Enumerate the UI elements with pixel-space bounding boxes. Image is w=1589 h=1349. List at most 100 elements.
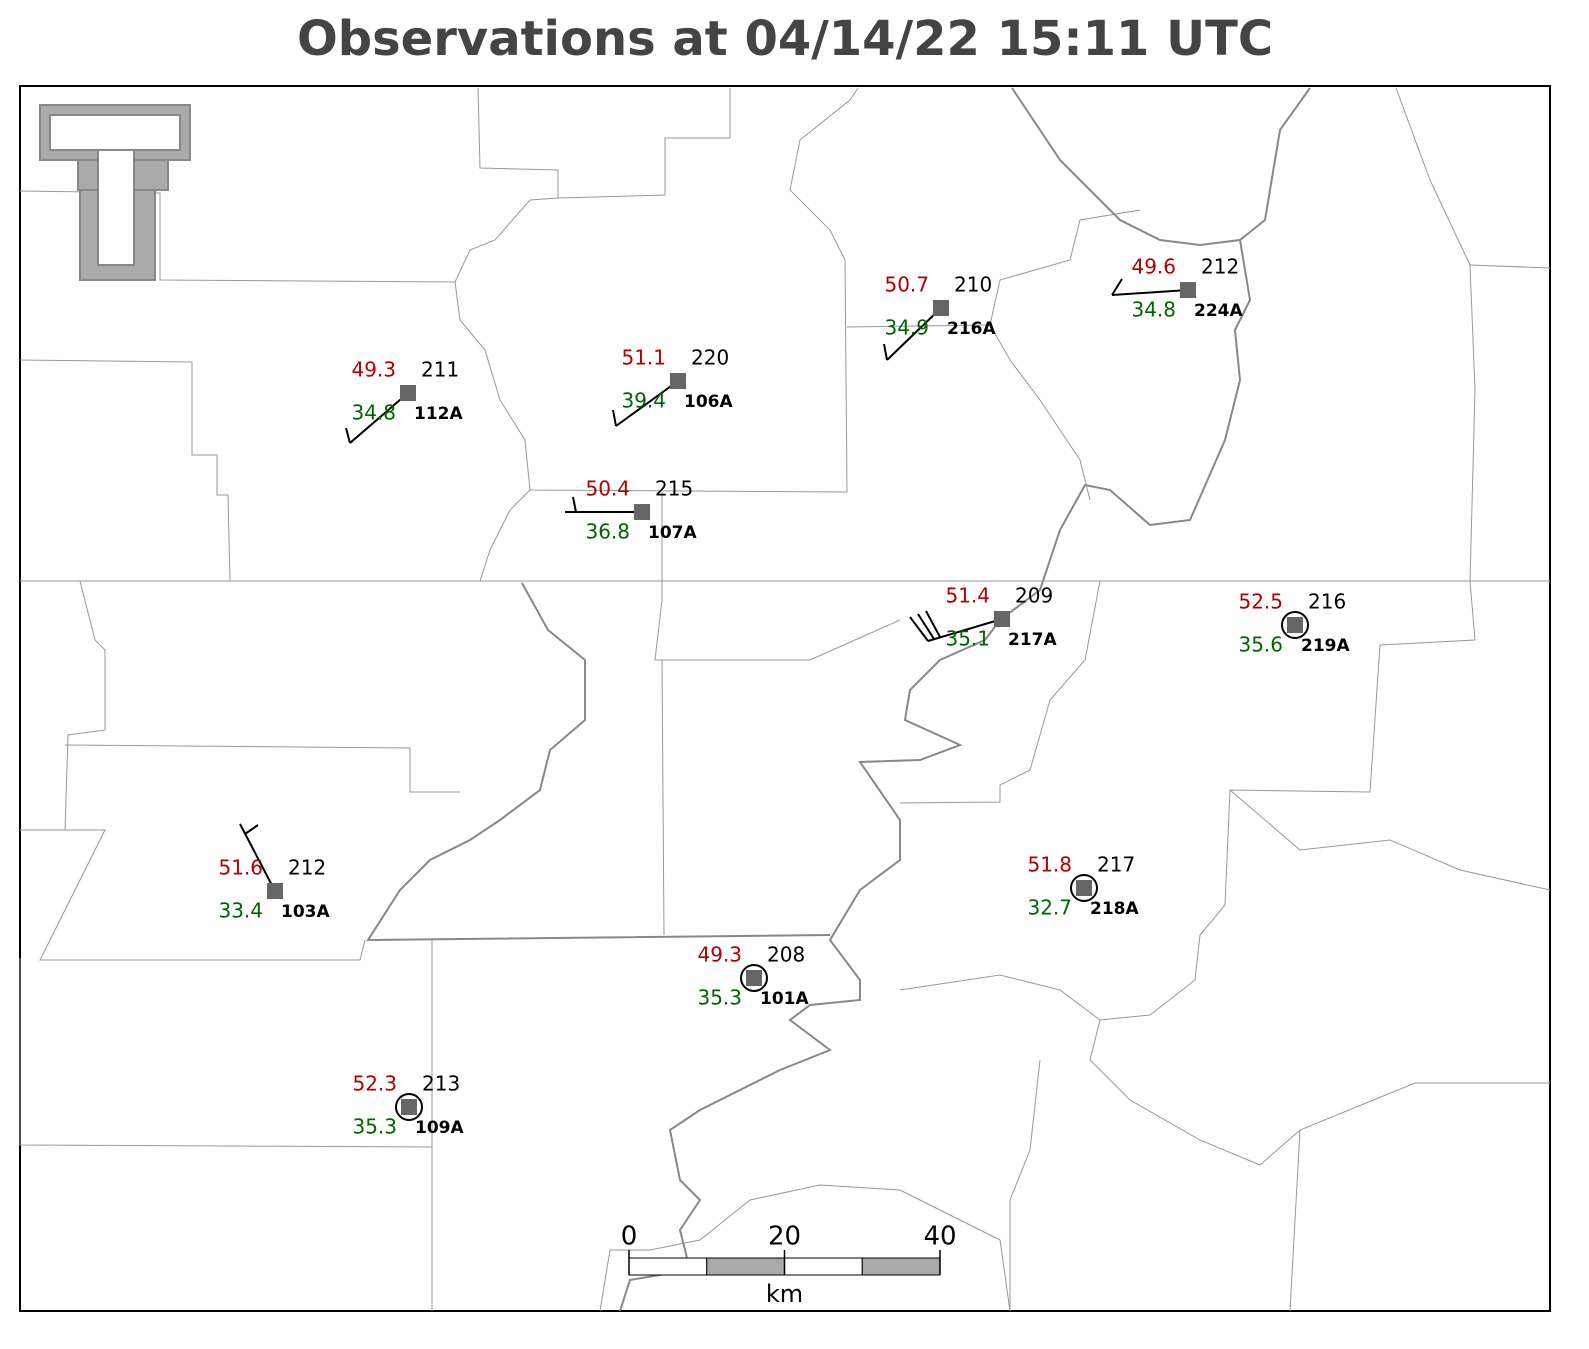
- station-id: 107A: [648, 523, 697, 543]
- barb-flag: [917, 613, 935, 640]
- barb-flag: [345, 427, 351, 444]
- pressure: 215: [655, 477, 693, 501]
- scale-label: 20: [768, 1222, 801, 1252]
- logo: [39, 104, 191, 281]
- calm-circle: [395, 1093, 423, 1121]
- pressure: 216: [1308, 590, 1346, 614]
- station: 49.3 211 34.8 112A: [345, 358, 463, 444]
- dewpoint: 32.7: [1027, 896, 1072, 920]
- station-marker: [933, 300, 949, 316]
- wind-barb: [927, 618, 1003, 642]
- barb-flag: [1111, 278, 1123, 296]
- barb-flag: [612, 409, 617, 427]
- station-marker: [1180, 282, 1196, 298]
- calm-circle: [1281, 611, 1309, 639]
- dewpoint: 39.4: [621, 389, 666, 413]
- temperature: 51.1: [621, 346, 666, 370]
- station-id: 218A: [1090, 899, 1139, 919]
- dewpoint: 35.3: [352, 1115, 397, 1139]
- station: 49.3 208 35.3 101A: [697, 943, 809, 1010]
- station-id: 217A: [1008, 630, 1057, 650]
- temperature: 52.3: [352, 1072, 397, 1096]
- station: 52.5 216 35.6 219A: [1238, 590, 1350, 657]
- pressure: 212: [288, 856, 326, 880]
- temperature: 49.3: [351, 358, 396, 382]
- pressure: 209: [1015, 584, 1053, 608]
- station: 49.6 212 34.8 224A: [1111, 255, 1243, 322]
- station: 51.6 212 33.4 103A: [218, 823, 330, 923]
- station: 50.7 210 34.9 216A: [883, 273, 996, 361]
- scale-label: 0: [621, 1222, 638, 1252]
- station-marker: [1287, 617, 1303, 633]
- scale-segment: [706, 1257, 785, 1276]
- pressure: 211: [421, 358, 459, 382]
- temperature: 51.4: [945, 584, 990, 608]
- station-id: 101A: [760, 989, 809, 1009]
- stations: 49.3 211 34.8 112A 51.1 220 39.4 106A 50.7 210 34.…: [218, 255, 1350, 1139]
- scale-unit: km: [766, 1280, 803, 1308]
- calm-circle: [740, 964, 768, 992]
- pressure: 217: [1097, 853, 1135, 877]
- temperature: 51.6: [218, 856, 263, 880]
- barb-flag: [572, 496, 577, 513]
- station: 50.4 215 36.8 107A: [565, 477, 697, 544]
- barb-flag: [244, 824, 259, 835]
- scale-segment: [628, 1257, 708, 1276]
- station-id: 109A: [415, 1118, 464, 1138]
- wind-barb: [886, 307, 942, 361]
- temperature: 50.4: [585, 477, 630, 501]
- dewpoint: 33.4: [218, 899, 263, 923]
- station-marker: [670, 373, 686, 389]
- pressure: 213: [422, 1072, 460, 1096]
- station-marker: [634, 504, 650, 520]
- pressure: 212: [1201, 255, 1239, 279]
- temperature: 50.7: [884, 273, 929, 297]
- barb-flag: [909, 616, 929, 642]
- barb-flag: [925, 610, 941, 638]
- pressure: 208: [767, 943, 805, 967]
- station-id: 112A: [414, 404, 463, 424]
- station: 51.4 209 35.1 217A: [909, 584, 1057, 651]
- station: 51.8 217 32.7 218A: [1027, 853, 1139, 920]
- wind-barb: [239, 823, 276, 892]
- map-frame: [19, 85, 1551, 1312]
- pressure: 210: [954, 273, 992, 297]
- station-marker: [994, 611, 1010, 627]
- station-id: 216A: [947, 319, 996, 339]
- temperature: 49.6: [1131, 255, 1176, 279]
- title: Observations at 04/14/22 15:11 UTC: [297, 11, 1273, 67]
- station: 51.1 220 39.4 106A: [612, 346, 733, 427]
- dewpoint: 35.3: [697, 986, 742, 1010]
- wind-barb: [349, 392, 409, 444]
- dewpoint: 36.8: [585, 520, 630, 544]
- dewpoint: 35.1: [945, 627, 990, 651]
- station-id: 219A: [1301, 636, 1350, 656]
- calm-circle: [1070, 874, 1098, 902]
- wind-barb: [1111, 289, 1189, 296]
- barb-flag: [883, 343, 888, 361]
- temperature: 51.8: [1027, 853, 1072, 877]
- station-marker: [1076, 880, 1092, 896]
- station-id: 224A: [1194, 301, 1243, 321]
- station-marker: [746, 970, 762, 986]
- scale-bar: 0 20 40 km: [621, 1222, 957, 1309]
- scale-label: 40: [923, 1222, 956, 1252]
- dewpoint: 35.6: [1238, 633, 1283, 657]
- station-id: 106A: [684, 392, 733, 412]
- temperature: 52.5: [1238, 590, 1283, 614]
- pressure: 220: [691, 346, 729, 370]
- boundaries: [19, 87, 1551, 1312]
- temperature: 49.3: [697, 943, 742, 967]
- station-marker: [267, 883, 283, 899]
- station-marker: [401, 1099, 417, 1115]
- dewpoint: 34.9: [884, 316, 929, 340]
- rivers: [366, 87, 1311, 1312]
- wind-barb: [615, 380, 679, 427]
- station: 52.3 213 35.3 109A: [352, 1072, 464, 1139]
- dewpoint: 34.8: [1131, 298, 1176, 322]
- scale-segment: [784, 1257, 863, 1276]
- dewpoint: 34.8: [351, 401, 396, 425]
- station-id: 103A: [281, 902, 330, 922]
- station-marker: [400, 385, 416, 401]
